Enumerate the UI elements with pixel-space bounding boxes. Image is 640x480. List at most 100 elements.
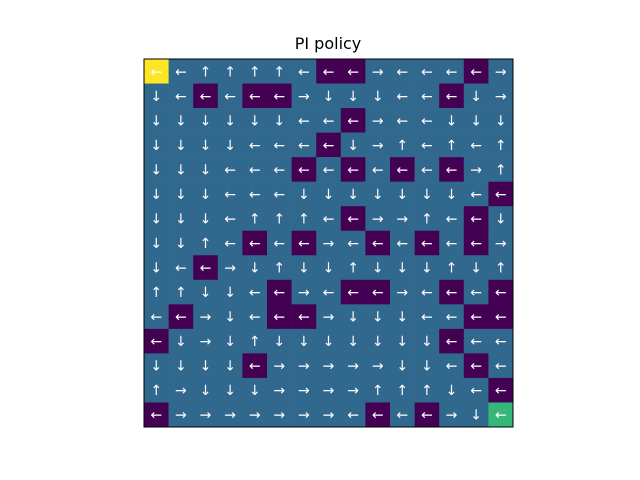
heatmap-cell-r3-c7 (316, 132, 342, 158)
policy-arrow-r0-c13: ← (470, 64, 482, 80)
policy-arrow-r11-c11: ↓ (421, 334, 433, 350)
heatmap-cell-r7-c12 (439, 230, 465, 256)
policy-arrow-r5-c14: ← (495, 187, 507, 203)
policy-arrow-r7-c14: → (495, 236, 507, 252)
policy-arrow-r2-c5: ↓ (273, 113, 285, 129)
policy-arrow-r4-c6: ← (298, 162, 310, 178)
policy-arrow-r1-c5: ← (273, 89, 285, 105)
heatmap-cell-r3-c11 (414, 132, 440, 158)
policy-arrow-r6-c8: ← (347, 211, 359, 227)
heatmap-cell-r1-c12 (439, 83, 465, 109)
policy-arrow-r10-c10: ↓ (396, 310, 408, 326)
policy-arrow-r7-c13: ← (470, 236, 482, 252)
policy-arrow-r4-c14: ↑ (495, 162, 507, 178)
policy-arrow-r11-c7: ↓ (323, 334, 335, 350)
policy-arrow-r11-c12: ← (446, 334, 458, 350)
heatmap-cell-r10-c13 (463, 304, 489, 330)
policy-arrow-r14-c2: → (200, 408, 212, 424)
policy-arrow-r3-c6: ← (298, 138, 310, 154)
heatmap-cell-r10-c2 (193, 304, 219, 330)
heatmap-cell-r5-c9 (365, 181, 391, 207)
heatmap-cell-r6-c9 (365, 206, 391, 232)
policy-arrow-r14-c10: ← (396, 408, 408, 424)
heatmap-cell-r4-c7 (316, 157, 342, 182)
policy-arrow-r3-c4: ← (249, 138, 261, 154)
heatmap-cell-r9-c4 (242, 279, 268, 305)
heatmap-cell-r13-c11 (414, 377, 440, 403)
policy-arrow-r9-c5: ← (273, 285, 285, 301)
heatmap-cell-r8-c11 (414, 255, 440, 281)
heatmap-cell-r0-c11 (414, 59, 440, 84)
heatmap-cell-r0-c10 (390, 59, 415, 84)
policy-arrow-r1-c2: ← (200, 89, 212, 105)
plot-frame (143, 58, 514, 428)
heatmap-cell-r5-c10 (390, 181, 415, 207)
policy-arrow-r0-c4: ↑ (249, 64, 261, 80)
heatmap-cell-r4-c10 (390, 157, 415, 182)
heatmap-cell-r7-c14 (488, 230, 514, 256)
policy-arrow-r5-c0: ↓ (150, 187, 162, 203)
policy-arrow-r8-c11: ↓ (421, 261, 433, 277)
heatmap-cell-r12-c3 (217, 353, 243, 379)
policy-arrow-r13-c4: ↓ (249, 383, 261, 399)
policy-arrow-r10-c14: ← (495, 310, 507, 326)
policy-arrow-r2-c13: ↓ (470, 113, 482, 129)
heatmap-cell-r11-c3 (217, 328, 243, 354)
policy-arrow-r3-c2: ↓ (200, 138, 212, 154)
heatmap-cell-r9-c13 (463, 279, 489, 305)
policy-arrow-r7-c6: ← (298, 236, 310, 252)
heatmap-cell-r7-c13 (463, 230, 489, 256)
heatmap-cell-r1-c0 (144, 83, 169, 109)
heatmap-cell-r12-c4 (242, 353, 268, 379)
heatmap-cell-r7-c2 (193, 230, 219, 256)
policy-arrow-r13-c10: ↑ (396, 383, 408, 399)
heatmap-cell-r9-c8 (340, 279, 366, 305)
policy-arrow-r5-c11: ↓ (421, 187, 433, 203)
heatmap-cell-r13-c4 (242, 377, 268, 403)
heatmap-cell-r11-c7 (316, 328, 342, 354)
policy-arrow-r11-c4: ↑ (249, 334, 261, 350)
heatmap-cell-r7-c6 (291, 230, 317, 256)
heatmap-cell-r10-c0 (144, 304, 169, 330)
policy-arrow-r7-c5: ← (273, 236, 285, 252)
heatmap-cell-r0-c0 (144, 59, 169, 84)
heatmap-cell-r12-c10 (390, 353, 415, 379)
policy-arrow-r2-c14: ↓ (495, 113, 507, 129)
policy-arrow-r13-c5: → (273, 383, 285, 399)
chart-title: PI policy (295, 34, 362, 53)
heatmap-cell-r2-c11 (414, 108, 440, 133)
policy-arrow-r4-c7: ← (323, 162, 335, 178)
heatmap-cell-r7-c10 (390, 230, 415, 256)
policy-arrow-r0-c0: ← (150, 64, 162, 80)
heatmap-cell-r0-c7 (316, 59, 342, 84)
heatmap-cell-r2-c13 (463, 108, 489, 133)
heatmap-cell-r5-c11 (414, 181, 440, 207)
policy-arrow-r0-c10: ← (396, 64, 408, 80)
heatmap-cell-r0-c8 (340, 59, 366, 84)
heatmap-cell-r0-c5 (267, 59, 292, 84)
policy-arrow-r11-c3: ↓ (224, 334, 236, 350)
policy-arrow-r0-c7: ← (323, 64, 335, 80)
heatmap-cell-r0-c6 (291, 59, 317, 84)
policy-arrow-r5-c8: ↓ (347, 187, 359, 203)
policy-arrow-r5-c10: ↓ (396, 187, 408, 203)
policy-arrow-r3-c8: ↓ (347, 138, 359, 154)
heatmap-cell-r5-c3 (217, 181, 243, 207)
heatmap-cell-r12-c14 (488, 353, 514, 379)
heatmap-cell-r6-c4 (242, 206, 268, 232)
heatmap-cell-r13-c0 (144, 377, 169, 403)
policy-arrow-r2-c12: ↓ (446, 113, 458, 129)
policy-arrow-r5-c9: ↓ (372, 187, 384, 203)
heatmap-cell-r1-c11 (414, 83, 440, 109)
heatmap-cell-r14-c5 (267, 402, 292, 428)
heatmap-cell-r4-c9 (365, 157, 391, 182)
heatmap-cell-r1-c14 (488, 83, 514, 109)
policy-arrow-r1-c6: → (298, 89, 310, 105)
policy-arrow-r9-c7: ← (323, 285, 335, 301)
policy-arrow-r4-c12: ← (446, 162, 458, 178)
policy-arrow-r12-c10: ↓ (396, 359, 408, 375)
heatmap-cell-r14-c2 (193, 402, 219, 428)
policy-arrow-r13-c8: → (347, 383, 359, 399)
policy-arrow-r14-c3: → (224, 408, 236, 424)
policy-arrow-r10-c4: ← (249, 310, 261, 326)
